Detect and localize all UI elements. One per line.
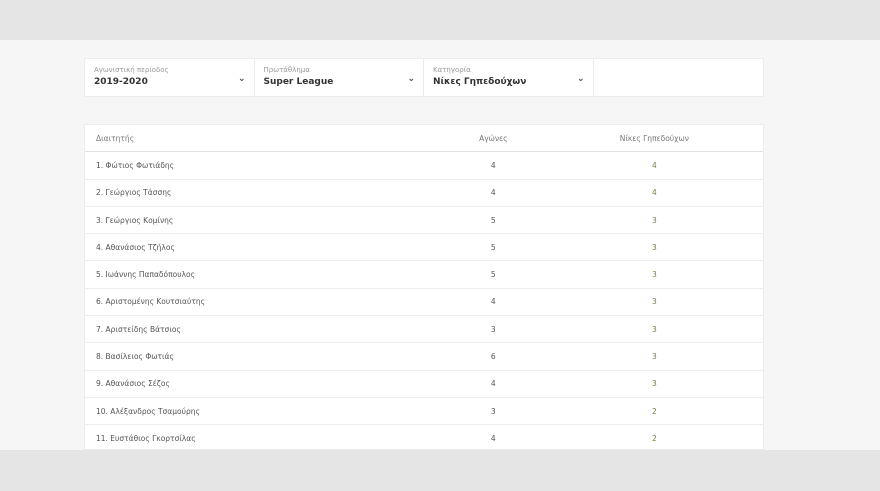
matches-count: 4: [490, 160, 496, 170]
category-label: Κατηγορία: [433, 66, 471, 74]
filter-empty-slot: [594, 59, 764, 96]
matches-count: 5: [490, 270, 496, 280]
referee-name: 7. Αριστείδης Βάτσιος: [96, 324, 181, 334]
home-wins-count: 3: [651, 297, 657, 307]
table-row: 3. Γεώργιος Κομίνης 5 3: [85, 207, 763, 235]
chevron-down-icon: ⌄: [237, 74, 246, 84]
chevron-down-icon: ⌄: [576, 74, 585, 84]
referee-name: 2. Γεώργιος Τάσσης: [96, 188, 172, 198]
filter-bar: Αγωνιστική περίοδος 2019-2020 ⌄ Πρωτάθλη…: [84, 58, 764, 97]
category-value: Νίκες Γηπεδούχων: [433, 77, 527, 87]
matches-count: 4: [490, 433, 496, 443]
table-row: 10. Αλέξανδρος Τσαμούρης 3 2: [85, 398, 763, 426]
home-wins-count: 4: [651, 160, 657, 170]
table-row: 1. Φώτιος Φωτιάδης 4 4: [85, 152, 763, 180]
matches-count: 4: [490, 297, 496, 307]
season-label: Αγωνιστική περίοδος: [94, 66, 169, 74]
matches-count: 3: [490, 324, 496, 334]
top-bar: [0, 0, 880, 40]
header-matches[interactable]: Αγώνες: [479, 133, 508, 143]
referee-name: 5. Ιωάννης Παπαδόπουλος: [96, 270, 195, 280]
league-value: Super League: [263, 77, 334, 87]
matches-count: 4: [490, 188, 496, 198]
referee-name: 9. Αθανάσιος Σέζος: [96, 379, 170, 389]
home-wins-count: 3: [651, 379, 657, 389]
matches-count: 5: [490, 242, 496, 252]
table-row: 11. Ευστάθιος Γκορτσίλας 4 2: [85, 425, 763, 449]
league-select[interactable]: Πρωτάθλημα Super League ⌄: [255, 59, 424, 96]
header-referee[interactable]: Διαιτητής: [96, 133, 135, 143]
matches-count: 6: [490, 352, 496, 362]
home-wins-count: 3: [651, 352, 657, 362]
referee-name: 10. Αλέξανδρος Τσαμούρης: [96, 406, 200, 416]
table-row: 6. Αριστομένης Κουτσιαύτης 4 3: [85, 289, 763, 317]
table-row: 4. Αθανάσιος Τζήλος 5 3: [85, 234, 763, 262]
home-wins-count: 2: [651, 433, 657, 443]
table-row: 5. Ιωάννης Παπαδόπουλος 5 3: [85, 261, 763, 289]
matches-count: 5: [490, 215, 496, 225]
home-wins-count: 4: [651, 188, 657, 198]
league-label: Πρωτάθλημα: [263, 66, 310, 74]
bottom-bar: [0, 450, 880, 491]
referee-name: 6. Αριστομένης Κουτσιαύτης: [96, 297, 205, 307]
matches-count: 3: [490, 406, 496, 416]
season-value: 2019-2020: [94, 77, 148, 87]
table-row: 7. Αριστείδης Βάτσιος 3 3: [85, 316, 763, 344]
referee-name: 1. Φώτιος Φωτιάδης: [96, 160, 175, 170]
header-home-wins[interactable]: Νίκες Γηπεδούχων: [619, 133, 689, 143]
referee-name: 8. Βασίλειος Φωτιάς: [96, 352, 174, 362]
referee-name: 11. Ευστάθιος Γκορτσίλας: [96, 433, 196, 443]
home-wins-count: 3: [651, 242, 657, 252]
referee-name: 4. Αθανάσιος Τζήλος: [96, 242, 175, 252]
table-row: 8. Βασίλειος Φωτιάς 6 3: [85, 343, 763, 371]
home-wins-count: 3: [651, 324, 657, 334]
table-row: 9. Αθανάσιος Σέζος 4 3: [85, 371, 763, 398]
chevron-down-icon: ⌄: [407, 74, 415, 84]
home-wins-count: 3: [651, 270, 657, 280]
referee-name: 3. Γεώργιος Κομίνης: [96, 215, 174, 225]
table-header: Διαιτητής Αγώνες Νίκες Γηπεδούχων: [85, 125, 763, 153]
table-row: 2. Γεώργιος Τάσσης 4 4: [85, 180, 763, 207]
home-wins-count: 2: [651, 406, 657, 416]
referees-table: Διαιτητής Αγώνες Νίκες Γηπεδούχων 1. Φώτ…: [84, 124, 764, 450]
category-select[interactable]: Κατηγορία Νίκες Γηπεδούχων ⌄: [424, 59, 594, 96]
season-select[interactable]: Αγωνιστική περίοδος 2019-2020 ⌄: [85, 59, 255, 96]
home-wins-count: 3: [651, 215, 657, 225]
matches-count: 4: [490, 379, 496, 389]
